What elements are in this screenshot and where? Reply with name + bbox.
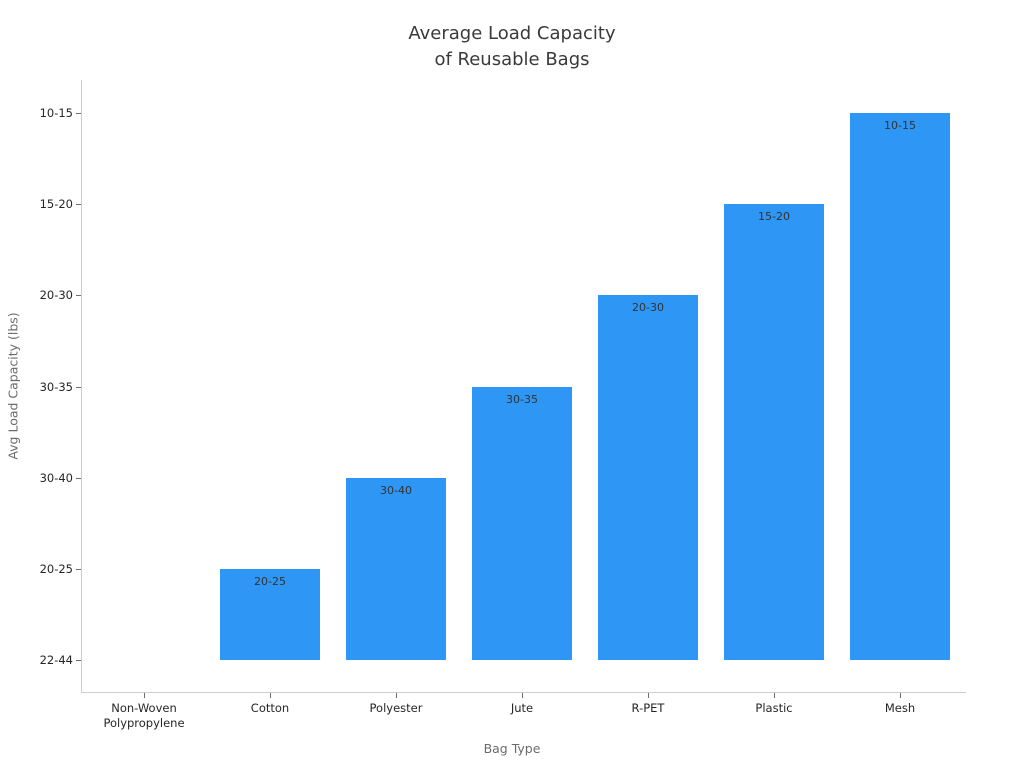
x-tick-label: Jute [510, 701, 534, 715]
x-tick-label: Plastic [755, 701, 793, 715]
chart-title-line-2: of Reusable Bags [434, 49, 590, 70]
bar-value-label: 15-20 [758, 210, 790, 224]
chart-title-line-1: Average Load Capacity [408, 23, 616, 44]
bar-value-label: 20-30 [632, 301, 664, 315]
y-tick-mark [76, 386, 81, 388]
y-tick-label: 30-35 [39, 379, 73, 394]
y-tick-label: 22-44 [39, 653, 73, 667]
y-axis-spine [81, 80, 82, 693]
x-axis-spine [81, 692, 966, 693]
y-tick-mark [76, 477, 81, 479]
y-tick-label: 20-25 [39, 561, 73, 576]
bar-value-label: 20-25 [254, 574, 286, 588]
bar-value-label: 30-35 [506, 392, 538, 406]
y-tick-mark [76, 113, 81, 114]
y-tick-mark [76, 204, 81, 206]
bar-mesh [850, 113, 950, 660]
chart-title: Average Load Capacity of Reusable Bags [0, 21, 1024, 73]
bar-jute [472, 386, 572, 660]
y-tick-mark [76, 568, 81, 570]
x-tick-mark [270, 693, 271, 698]
y-tick-label: 10-15 [39, 106, 73, 120]
bar-value-label: 10-15 [884, 119, 916, 132]
x-tick-mark [396, 693, 397, 698]
y-tick-label: 20-30 [39, 288, 73, 303]
bar-r-pet [598, 295, 698, 660]
x-tick-label: Mesh [884, 701, 916, 715]
bar-cotton [220, 568, 320, 660]
x-tick-mark [522, 693, 523, 698]
x-tick-label: Non-Woven Polypropylene [103, 701, 185, 730]
x-axis-title: Bag Type [483, 741, 541, 756]
bar-plastic [724, 204, 824, 660]
y-tick-mark [76, 295, 81, 297]
x-tick-mark [648, 693, 649, 698]
x-tick-label: Polyester [369, 701, 423, 715]
x-tick-mark [144, 693, 145, 698]
bar-value-label: 30-40 [380, 483, 412, 497]
y-tick-mark [76, 660, 81, 661]
x-tick-label: Cotton [250, 701, 290, 715]
y-tick-label: 15-20 [39, 197, 73, 212]
y-tick-label: 30-40 [39, 470, 73, 485]
x-tick-mark [900, 693, 901, 698]
bar-polyester [346, 477, 446, 660]
x-tick-label: R-PET [631, 701, 665, 715]
x-tick-mark [774, 693, 775, 698]
